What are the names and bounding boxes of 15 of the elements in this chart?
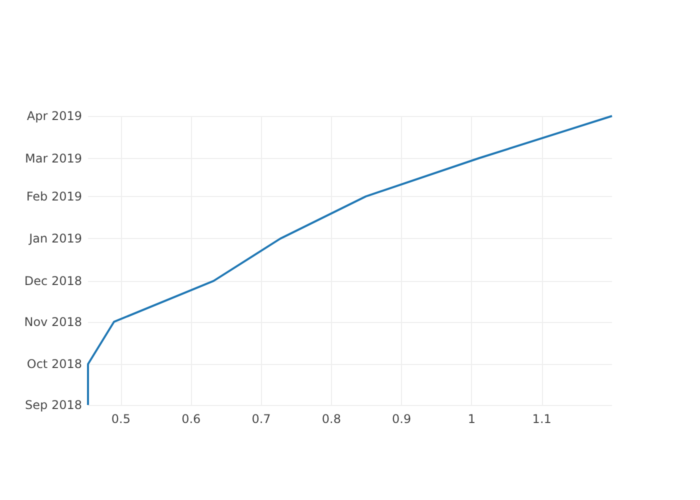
- y-tick-label: Oct 2018: [26, 357, 82, 372]
- y-tick-label: Apr 2019: [26, 109, 82, 123]
- x-tick-label: 0.7: [252, 412, 271, 426]
- y-tick-label: Sep 2018: [25, 398, 82, 412]
- x-tick-label: 0.5: [111, 412, 131, 426]
- y-tick-label: Mar 2019: [25, 151, 82, 166]
- y-tick-label: Nov 2018: [24, 314, 82, 329]
- x-tick-label: 1.1: [532, 412, 552, 426]
- x-tick-label: 0.6: [182, 412, 201, 426]
- y-tick-label: Feb 2019: [26, 189, 82, 204]
- x-tick-label: 1: [468, 412, 476, 426]
- x-tick-label: 0.8: [322, 412, 341, 426]
- x-tick-label: 0.9: [392, 412, 412, 426]
- y-tick-label: Dec 2018: [24, 274, 82, 288]
- y-tick-label: Jan 2019: [28, 232, 82, 246]
